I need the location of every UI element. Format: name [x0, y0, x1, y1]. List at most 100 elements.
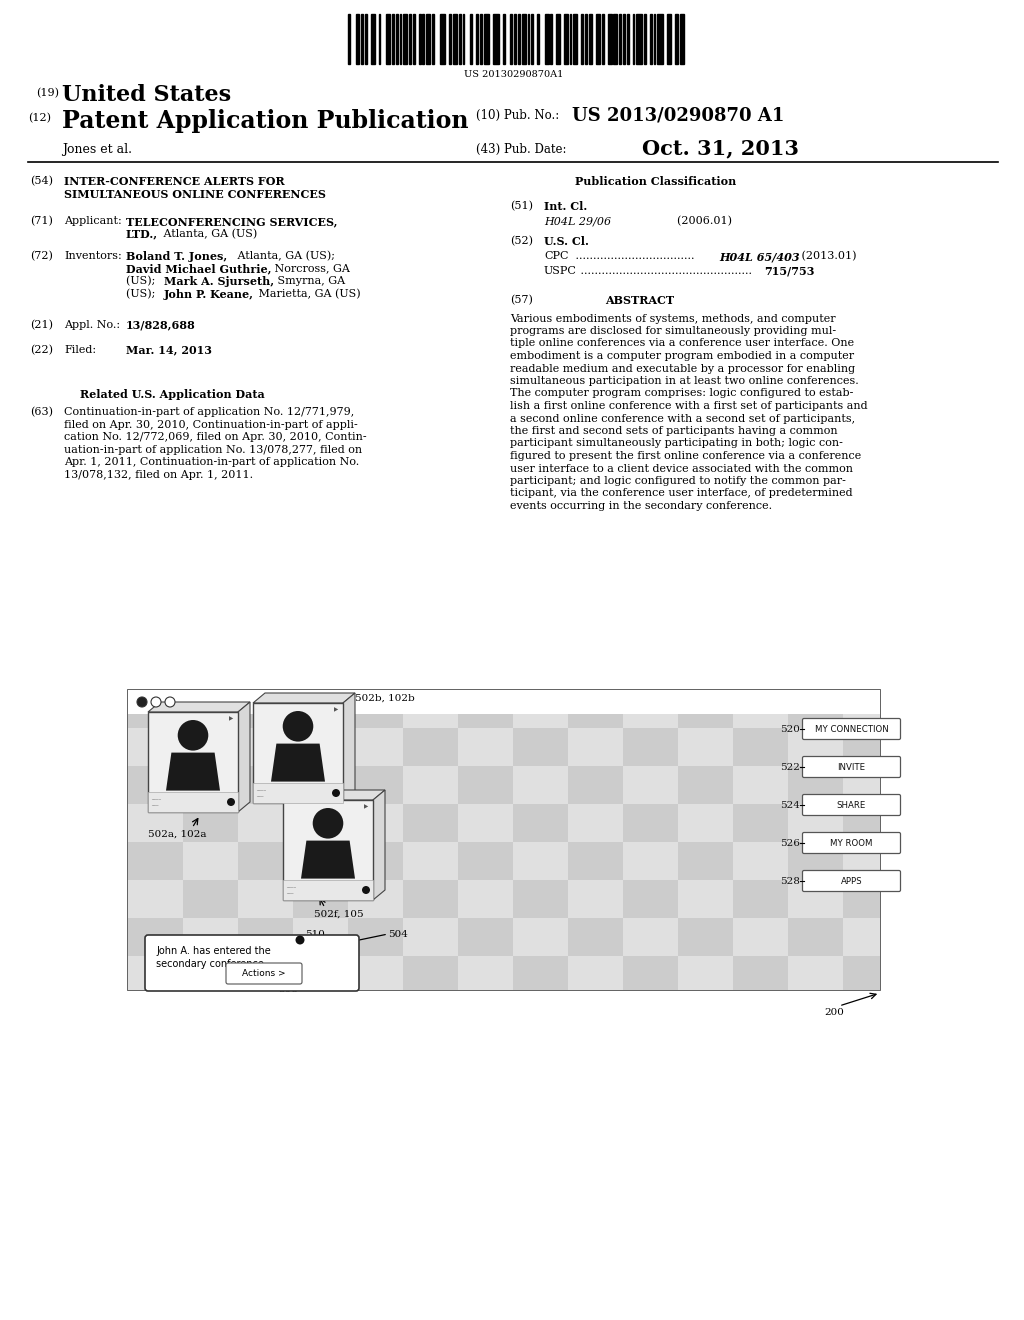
Bar: [513, 917, 568, 956]
Text: Applicant:: Applicant:: [63, 216, 122, 226]
Bar: [843, 729, 880, 766]
Text: Atlanta, GA (US);: Atlanta, GA (US);: [234, 251, 335, 261]
Text: ▶: ▶: [364, 804, 368, 809]
Bar: [238, 842, 293, 880]
Bar: [568, 880, 623, 917]
Text: (12): (12): [28, 114, 51, 123]
Bar: [293, 690, 348, 729]
Bar: [514, 15, 516, 63]
FancyBboxPatch shape: [803, 833, 900, 854]
Circle shape: [283, 711, 313, 742]
Bar: [733, 956, 788, 990]
Text: (57): (57): [510, 294, 532, 305]
Text: (72): (72): [30, 251, 53, 261]
Bar: [527, 15, 529, 63]
Bar: [183, 956, 238, 990]
Bar: [183, 842, 238, 880]
Bar: [513, 729, 568, 766]
Bar: [623, 804, 678, 842]
Bar: [678, 804, 733, 842]
Bar: [371, 15, 375, 63]
Bar: [843, 842, 880, 880]
Text: secondary conference.: secondary conference.: [156, 960, 267, 969]
Text: 502f, 105: 502f, 105: [314, 909, 364, 919]
Bar: [355, 15, 359, 63]
Bar: [680, 15, 684, 63]
Circle shape: [312, 808, 343, 838]
Bar: [733, 917, 788, 956]
Text: APPS: APPS: [841, 876, 862, 886]
Text: 502b, 102b: 502b, 102b: [355, 694, 415, 704]
Bar: [413, 15, 415, 63]
FancyBboxPatch shape: [803, 870, 900, 891]
Text: Mar. 14, 2013: Mar. 14, 2013: [126, 345, 212, 356]
Text: ___: ___: [151, 801, 159, 807]
Bar: [128, 956, 183, 990]
Bar: [403, 842, 458, 880]
Bar: [649, 15, 651, 63]
Bar: [607, 15, 611, 63]
Bar: [531, 15, 534, 63]
Bar: [183, 917, 238, 956]
Bar: [551, 15, 552, 63]
Bar: [458, 842, 513, 880]
Circle shape: [137, 697, 147, 708]
Bar: [386, 15, 390, 63]
Text: ..................................: ..................................: [572, 251, 694, 261]
Bar: [623, 880, 678, 917]
Text: cation No. 12/772,069, filed on Apr. 30, 2010, Contin-: cation No. 12/772,069, filed on Apr. 30,…: [63, 432, 367, 442]
Bar: [623, 729, 678, 766]
Bar: [623, 766, 678, 804]
Bar: [623, 956, 678, 990]
Bar: [470, 15, 472, 63]
Bar: [476, 15, 478, 63]
Circle shape: [151, 697, 161, 708]
Text: Norcross, GA: Norcross, GA: [271, 264, 350, 273]
Text: Mark A. Sjurseth,: Mark A. Sjurseth,: [164, 276, 274, 286]
Text: 715/753: 715/753: [764, 267, 814, 277]
Circle shape: [296, 936, 304, 945]
Text: SIMULTANEOUS ONLINE CONFERENCES: SIMULTANEOUS ONLINE CONFERENCES: [63, 189, 326, 199]
Text: (10) Pub. No.:: (10) Pub. No.:: [476, 110, 559, 121]
Bar: [843, 917, 880, 956]
Bar: [568, 917, 623, 956]
Bar: [675, 15, 678, 63]
Bar: [293, 729, 348, 766]
Bar: [733, 842, 788, 880]
Bar: [293, 804, 348, 842]
Text: a second online conference with a second set of participants,: a second online conference with a second…: [510, 413, 855, 424]
Polygon shape: [301, 841, 355, 879]
Bar: [513, 690, 568, 729]
Circle shape: [227, 799, 234, 807]
Text: ___: ___: [286, 888, 294, 894]
Bar: [238, 956, 293, 990]
Bar: [366, 15, 367, 63]
Bar: [503, 15, 505, 63]
Text: (2013.01): (2013.01): [798, 251, 856, 261]
Bar: [238, 766, 293, 804]
Text: ___: ___: [256, 792, 263, 797]
Bar: [348, 690, 403, 729]
Bar: [183, 766, 238, 804]
Text: Atlanta, GA (US): Atlanta, GA (US): [160, 228, 257, 239]
Bar: [522, 15, 525, 63]
Text: (22): (22): [30, 345, 53, 355]
Polygon shape: [148, 702, 250, 711]
Bar: [623, 690, 678, 729]
Text: H04L 65/403: H04L 65/403: [719, 251, 800, 261]
Text: LTD.,: LTD.,: [126, 228, 158, 239]
Text: Int. Cl.: Int. Cl.: [544, 201, 587, 213]
Text: Jones et al.: Jones et al.: [62, 143, 132, 156]
Text: Smyrna, GA: Smyrna, GA: [274, 276, 345, 286]
Bar: [513, 880, 568, 917]
Bar: [419, 15, 421, 63]
Text: Actions >: Actions >: [243, 969, 286, 978]
Bar: [348, 15, 350, 63]
Bar: [283, 880, 373, 900]
Bar: [657, 15, 664, 63]
Bar: [843, 690, 880, 729]
Bar: [403, 766, 458, 804]
Text: 520: 520: [780, 725, 800, 734]
Bar: [733, 766, 788, 804]
Bar: [733, 880, 788, 917]
